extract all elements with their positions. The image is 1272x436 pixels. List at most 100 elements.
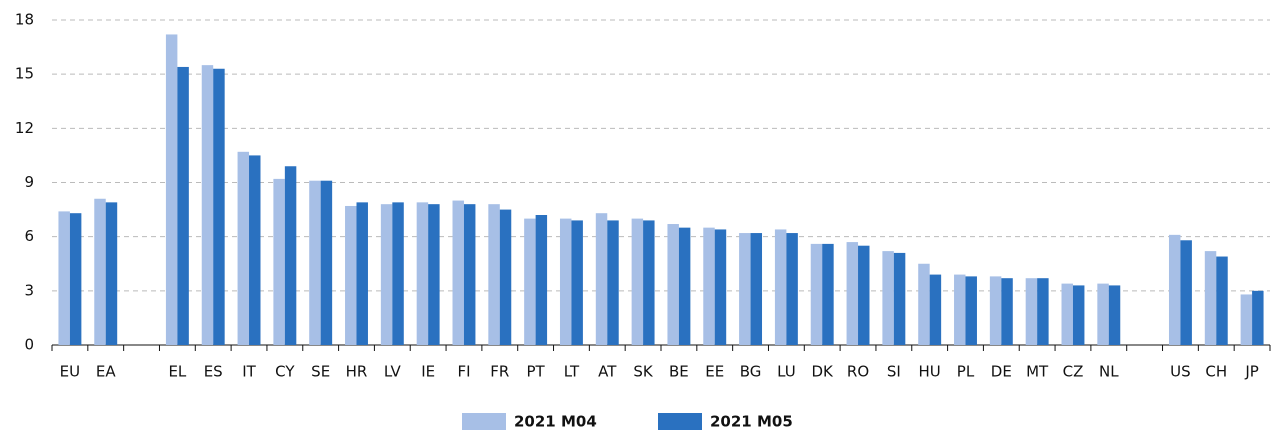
- bar: [810, 243, 823, 345]
- bar: [1072, 285, 1085, 345]
- bar: [273, 178, 285, 345]
- bar: [786, 233, 798, 345]
- bar: [356, 202, 368, 345]
- bar: [858, 245, 870, 345]
- bar: [1204, 251, 1217, 345]
- bar: [1252, 290, 1264, 345]
- legend-label: 2021 M04: [514, 413, 597, 431]
- x-tick-label: AT: [598, 363, 617, 381]
- y-tick-label: 0: [24, 336, 34, 354]
- bar: [249, 155, 261, 345]
- x-tick-label: DK: [812, 363, 835, 381]
- bar: [965, 276, 977, 345]
- bar: [488, 204, 500, 345]
- y-tick-label: 9: [24, 173, 34, 191]
- bar: [1097, 283, 1109, 345]
- bar: [607, 220, 619, 345]
- bar: [380, 204, 393, 345]
- bar: [1216, 256, 1228, 345]
- x-tick-label: ES: [204, 363, 223, 381]
- bar: [463, 204, 476, 345]
- x-tick-label: IT: [242, 363, 256, 381]
- bar: [499, 209, 512, 345]
- x-tick-label: IE: [421, 363, 435, 381]
- bar: [929, 274, 942, 345]
- bar: [1240, 294, 1253, 345]
- y-tick-label: 15: [15, 65, 34, 83]
- x-tick-label: EA: [96, 363, 116, 381]
- bar: [631, 218, 644, 345]
- x-tick-label: BG: [740, 363, 762, 381]
- bar: [428, 204, 440, 345]
- bar: [1037, 278, 1049, 345]
- bar: [452, 200, 464, 345]
- y-tick-label: 3: [24, 281, 34, 299]
- bar: [822, 243, 834, 345]
- bar: [559, 218, 572, 345]
- bar: [714, 229, 727, 345]
- x-tick-label: CY: [275, 363, 295, 381]
- y-tick-label: 18: [15, 11, 34, 29]
- x-tick-label: SK: [633, 363, 654, 381]
- bar: [1168, 234, 1181, 345]
- bar: [284, 166, 297, 345]
- bar: [345, 205, 357, 345]
- x-tick-label: EL: [168, 363, 186, 381]
- x-tick-label: FI: [457, 363, 470, 381]
- bar: [177, 66, 189, 345]
- legend-label: 2021 M05: [710, 413, 793, 431]
- bar: [1180, 240, 1192, 345]
- y-tick-label: 12: [15, 119, 34, 137]
- x-tick-label: SI: [887, 363, 901, 381]
- bar: [1025, 278, 1038, 345]
- bar: [678, 227, 691, 345]
- bar: [416, 202, 429, 345]
- bar: [954, 274, 966, 345]
- x-tick-label: SE: [311, 363, 330, 381]
- x-tick-label: LU: [777, 363, 796, 381]
- bar: [69, 213, 82, 345]
- bar: [58, 211, 70, 345]
- x-tick-label: US: [1170, 363, 1191, 381]
- x-tick-label: JP: [1244, 363, 1258, 381]
- bar: [94, 198, 106, 345]
- x-tick-label: EE: [705, 363, 724, 381]
- bar: [165, 34, 178, 345]
- bar: [893, 252, 906, 345]
- legend-swatch: [658, 413, 702, 430]
- x-tick-label: NL: [1099, 363, 1119, 381]
- x-tick-label: LT: [564, 363, 580, 381]
- bar: [201, 65, 214, 345]
- bar: [703, 227, 715, 345]
- bar: [213, 68, 225, 345]
- x-tick-label: HR: [346, 363, 368, 381]
- bar: [846, 242, 859, 345]
- x-tick-label: LV: [384, 363, 402, 381]
- bar: [237, 151, 250, 345]
- bar: [667, 224, 679, 345]
- bar: [1001, 278, 1013, 345]
- y-tick-label: 6: [24, 227, 34, 245]
- x-tick-label: PT: [527, 363, 546, 381]
- bar: [1108, 285, 1121, 345]
- bar: [918, 263, 930, 345]
- bar: [392, 202, 404, 345]
- bar: [989, 276, 1002, 345]
- bar: [309, 180, 321, 345]
- bar: [643, 220, 655, 345]
- x-tick-label: DE: [991, 363, 1012, 381]
- bar: [535, 215, 548, 345]
- bar: [320, 180, 333, 345]
- bar: [739, 233, 751, 345]
- x-tick-label: PL: [957, 363, 975, 381]
- legend-swatch: [462, 413, 506, 430]
- bar: [595, 213, 608, 345]
- bar: [1061, 283, 1073, 345]
- x-tick-label: CZ: [1063, 363, 1084, 381]
- bar: [105, 202, 118, 345]
- bar: [750, 233, 763, 345]
- x-tick-label: HU: [919, 363, 941, 381]
- x-tick-label: MT: [1026, 363, 1049, 381]
- x-tick-label: CH: [1205, 363, 1227, 381]
- x-tick-label: FR: [490, 363, 509, 381]
